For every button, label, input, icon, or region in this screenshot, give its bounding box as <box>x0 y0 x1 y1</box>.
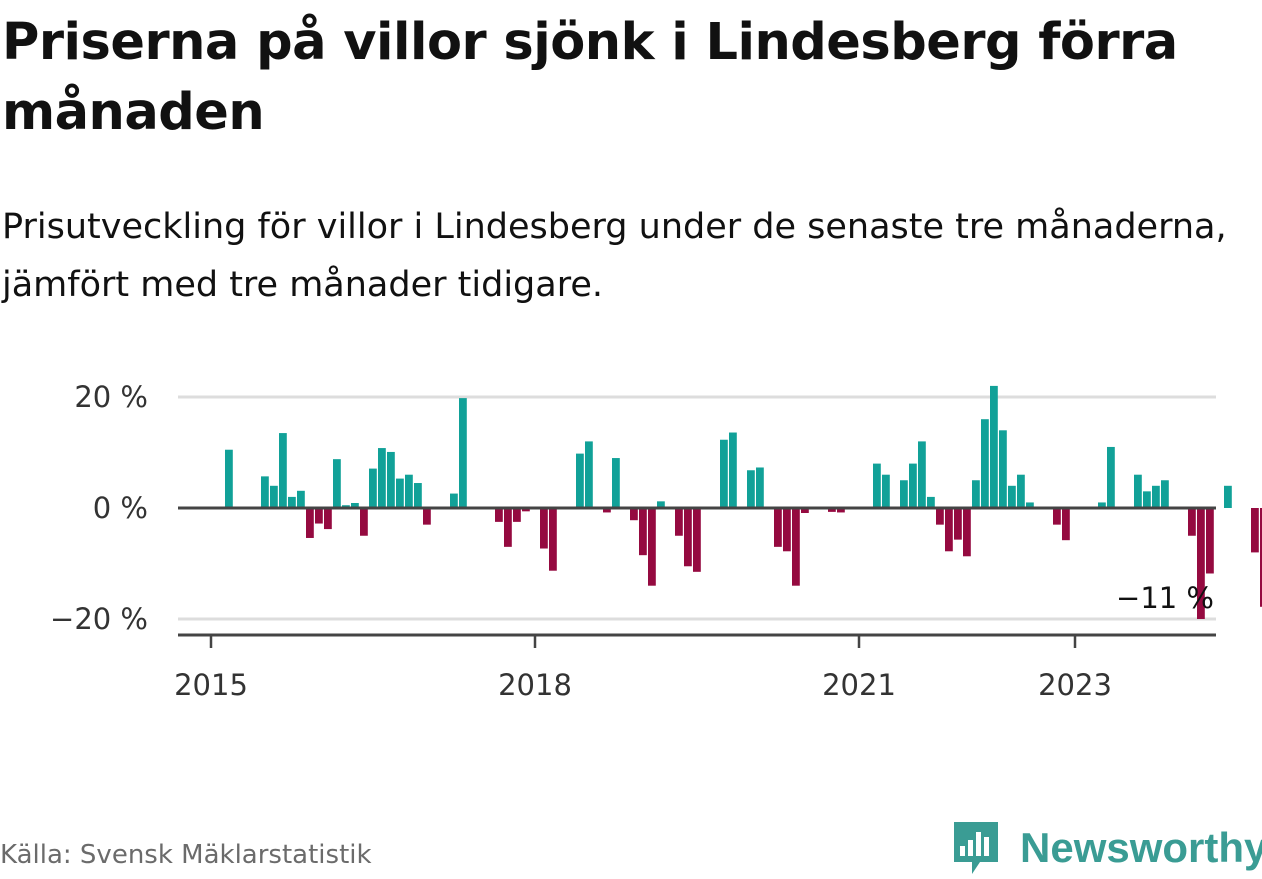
last-value-label: −11 % <box>1116 581 1214 615</box>
bar-positive <box>450 493 458 508</box>
bar-positive <box>1161 480 1169 508</box>
bar-positive <box>1143 491 1151 508</box>
bar-positive <box>612 458 620 508</box>
bar-positive <box>747 470 755 508</box>
bar-positive <box>378 448 386 508</box>
brand-name: Newsworthy <box>1020 824 1262 871</box>
bar-negative <box>423 508 431 525</box>
bar-negative <box>945 508 953 552</box>
bar-positive <box>270 485 278 508</box>
bar-positive <box>1152 485 1160 508</box>
bar-negative <box>630 508 638 521</box>
bar-positive <box>927 496 935 508</box>
bar-positive <box>297 490 305 508</box>
bar-positive <box>999 430 1007 508</box>
bar-negative <box>1197 508 1205 619</box>
bar-positive <box>918 441 926 508</box>
brand-logo: Newsworthy <box>950 818 1262 878</box>
bar-positive <box>369 468 377 508</box>
bar-positive <box>1224 485 1232 508</box>
bar-positive <box>873 463 881 508</box>
y-tick-label: 20 % <box>74 380 148 414</box>
bar-positive <box>405 474 413 508</box>
bar-positive <box>981 419 989 508</box>
bar-negative <box>1188 508 1196 536</box>
bar-negative <box>1206 508 1214 574</box>
bar-negative <box>504 508 512 547</box>
bar-positive <box>1107 446 1115 508</box>
y-tick-label: −20 % <box>50 602 148 636</box>
bar-positive <box>225 449 233 508</box>
bar-positive <box>657 501 665 508</box>
bar-negative <box>540 508 548 549</box>
bar-positive <box>1026 502 1034 508</box>
bar-positive <box>261 476 269 508</box>
y-tick-label: 0 % <box>93 491 148 525</box>
bar-negative <box>1062 508 1070 541</box>
bar-positive <box>990 385 998 508</box>
bar-positive <box>972 480 980 508</box>
bar-positive <box>396 478 404 508</box>
source-note: Källa: Svensk Mäklarstatistik <box>0 840 372 870</box>
bar-negative <box>936 508 944 525</box>
bar-negative <box>792 508 800 586</box>
bar-negative <box>315 508 323 524</box>
bar-positive <box>1017 474 1025 508</box>
newsworthy-icon <box>954 822 998 874</box>
bar-negative <box>828 508 836 512</box>
bar-positive <box>459 398 467 508</box>
bar-negative <box>783 508 791 552</box>
bar-positive <box>576 453 584 508</box>
bar-positive <box>585 441 593 508</box>
bar-negative <box>693 508 701 572</box>
bar-negative <box>1053 508 1061 525</box>
bar-positive <box>729 432 737 508</box>
bar-positive <box>756 467 764 508</box>
bar-positive <box>414 483 422 508</box>
bar-positive <box>900 480 908 508</box>
bar-positive <box>333 459 341 508</box>
bar-negative <box>603 508 611 513</box>
bar-positive <box>1134 474 1142 508</box>
bar-negative <box>549 508 557 571</box>
bar-negative <box>648 508 656 586</box>
bar-negative <box>801 508 809 513</box>
bar-negative <box>324 508 332 530</box>
bar-negative <box>306 508 314 538</box>
x-tick-label: 2018 <box>498 668 572 702</box>
bar-negative <box>495 508 503 522</box>
x-tick-label: 2023 <box>1038 668 1112 702</box>
bar-positive <box>351 503 359 508</box>
bar-negative <box>954 508 962 540</box>
bar-positive <box>909 463 917 508</box>
bar-negative <box>684 508 692 567</box>
bar-positive <box>387 451 395 508</box>
bar-negative <box>639 508 647 556</box>
bar-positive <box>720 439 728 508</box>
bar-negative <box>360 508 368 536</box>
bar-negative <box>963 508 971 557</box>
bar-negative <box>513 508 521 522</box>
bar-positive <box>279 433 287 508</box>
bar-negative <box>1260 508 1262 607</box>
bar-positive <box>882 474 890 508</box>
chart-title: Priserna på villor sjönk i Lindesberg fö… <box>2 13 1178 142</box>
chart-subtitle: Prisutveckling för villor i Lindesberg u… <box>2 207 1227 305</box>
x-tick-label: 2015 <box>174 668 248 702</box>
bar-chart: 20 % 0 % −20 % 2015 2018 2021 2023 −11 % <box>50 380 1262 702</box>
bar-positive <box>288 496 296 508</box>
bar-negative <box>522 508 530 512</box>
bar-positive <box>1008 485 1016 508</box>
bar-negative <box>675 508 683 536</box>
bar-negative <box>837 508 845 513</box>
bar-negative <box>1251 508 1259 553</box>
bar-positive <box>1098 502 1106 508</box>
bar-negative <box>774 508 782 547</box>
x-tick-label: 2021 <box>822 668 896 702</box>
